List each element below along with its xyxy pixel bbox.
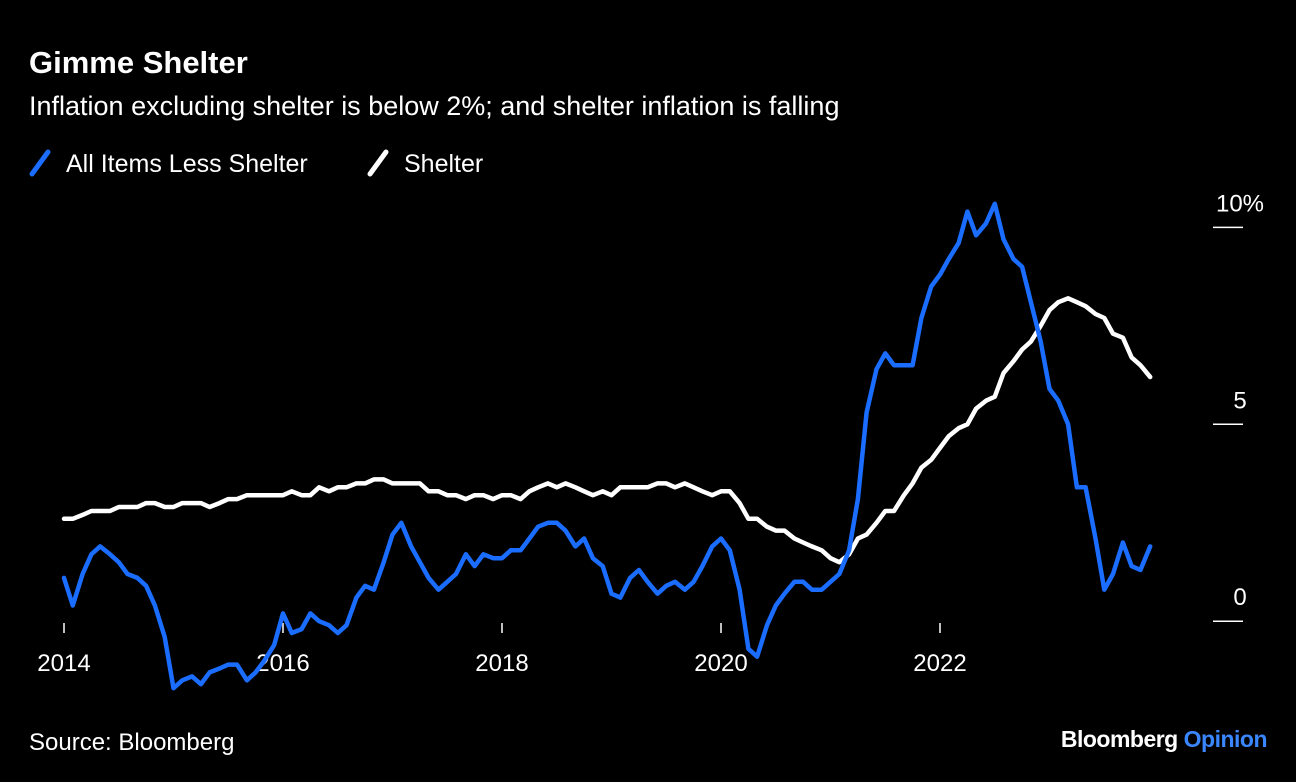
chart-title: Gimme Shelter xyxy=(29,45,248,80)
source: Source: Bloomberg xyxy=(29,729,234,756)
series-line xyxy=(61,296,1153,565)
y-tick-label: 5 xyxy=(1233,387,1246,414)
legend-swatch xyxy=(367,149,389,177)
x-tick-label: 2022 xyxy=(913,650,966,677)
brand-name: Bloomberg xyxy=(1061,726,1178,752)
legend-label: Shelter xyxy=(404,150,483,178)
x-tick-label: 2014 xyxy=(37,650,90,677)
brand-section: Opinion xyxy=(1184,726,1267,752)
x-tick-label: 2018 xyxy=(475,650,528,677)
legend-label: All Items Less Shelter xyxy=(66,150,308,178)
legend-swatch xyxy=(29,149,51,177)
y-tick-label: 0 xyxy=(1233,584,1246,611)
x-tick-label: 2016 xyxy=(256,650,309,677)
series-line xyxy=(61,201,1153,691)
chart-subtitle: Inflation excluding shelter is below 2%;… xyxy=(29,91,839,121)
brand: Bloomberg Opinion xyxy=(1061,726,1267,752)
y-tick-label: 10% xyxy=(1216,190,1264,217)
x-tick-label: 2020 xyxy=(694,650,747,677)
